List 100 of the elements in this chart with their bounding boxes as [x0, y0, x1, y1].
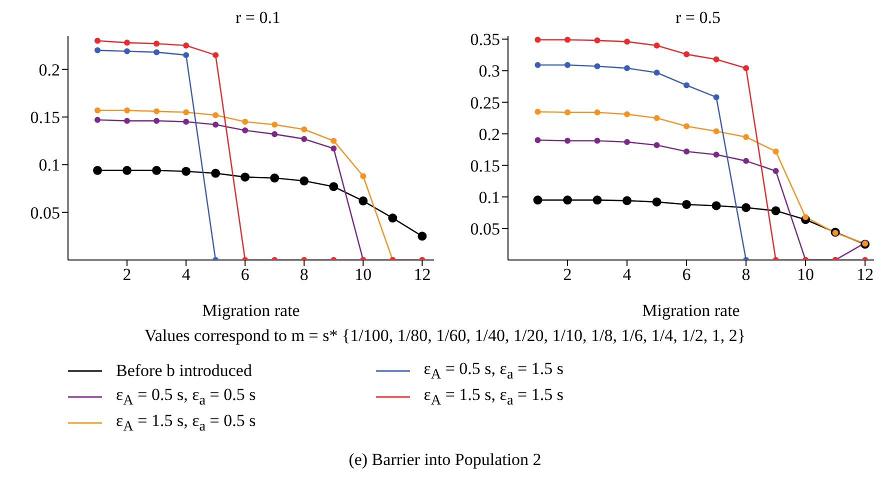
point	[183, 109, 190, 116]
point	[624, 38, 630, 45]
point	[534, 36, 541, 43]
point	[124, 118, 130, 124]
point	[154, 40, 160, 47]
point	[654, 142, 660, 148]
point	[594, 138, 600, 144]
point	[330, 138, 337, 144]
point	[534, 137, 541, 144]
point	[771, 206, 780, 216]
point	[564, 138, 571, 144]
point	[682, 200, 692, 209]
point	[712, 201, 721, 210]
point	[242, 127, 248, 134]
x-tick-label: 10	[797, 265, 814, 284]
x-tick-label: 10	[354, 265, 372, 284]
x-axis-title: Migration rate	[202, 301, 300, 320]
point	[772, 148, 779, 154]
point	[301, 126, 308, 132]
x-tick-label: 8	[742, 265, 750, 284]
point	[713, 94, 720, 100]
point	[802, 214, 809, 220]
point	[360, 173, 366, 180]
point	[124, 48, 130, 54]
point	[122, 166, 132, 175]
y-tick-label: 0.25	[470, 93, 500, 112]
point	[624, 65, 630, 72]
point	[534, 108, 541, 115]
point	[654, 42, 660, 48]
point	[684, 51, 690, 58]
point	[564, 36, 571, 43]
point	[212, 122, 219, 128]
point	[154, 118, 160, 124]
point	[713, 56, 720, 62]
point	[594, 37, 600, 44]
point	[94, 47, 101, 54]
point	[182, 166, 191, 176]
chart-title: r = 0.1	[236, 8, 280, 27]
point	[654, 70, 660, 76]
point	[743, 158, 750, 164]
point	[534, 62, 541, 68]
x-tick-label: 6	[240, 265, 250, 284]
point	[684, 148, 690, 154]
point	[154, 108, 160, 114]
point	[684, 82, 690, 88]
x-tick-label: 4	[182, 265, 191, 284]
point	[124, 107, 130, 114]
point	[124, 40, 130, 46]
y-tick-label: 0.15	[470, 156, 500, 176]
point	[242, 118, 248, 125]
y-tick-label: 0.35	[470, 30, 500, 50]
y-tick-label: 0.2	[38, 60, 60, 80]
text: (e) Barrier into Population 2	[348, 450, 542, 469]
y-tick-label: 0.2	[478, 124, 500, 144]
point	[388, 214, 398, 223]
point	[301, 136, 308, 142]
point	[564, 109, 571, 116]
y-tick-label: 0.3	[478, 62, 500, 81]
legend-label: ε$_{A}$ = 1.5 s, ε$_{a}$ = 1.5 s	[424, 384, 564, 410]
point	[418, 232, 427, 241]
point	[713, 128, 720, 134]
point	[93, 166, 102, 175]
point	[330, 145, 337, 152]
point	[772, 168, 779, 174]
point	[594, 63, 600, 70]
x-tick-label: 12	[856, 265, 874, 284]
text: Values correspond to m = s* {1/100, 1/80, 1/60, 1/40, 1/20, 1/10, 1/8, 1/6, 1/4, 1/2, 1, 2}	[144, 326, 746, 345]
y-tick-label: 0.15	[30, 108, 60, 128]
x-tick-label: 2	[122, 265, 132, 284]
point	[743, 65, 750, 72]
point	[94, 116, 101, 123]
y-tick-label: 0.1	[478, 188, 500, 207]
legend-label: ε$_{A}$ = 0.5 s, ε$_{a}$ = 1.5 s	[424, 358, 564, 384]
legend-label: Before b introduced	[116, 361, 252, 381]
point	[624, 111, 630, 118]
chart-title: r = 0.5	[676, 8, 720, 27]
y-tick-label: 0.1	[38, 156, 60, 175]
point	[212, 52, 219, 58]
point	[622, 196, 632, 206]
point	[183, 52, 190, 58]
x-tick-label: 4	[622, 265, 632, 284]
point	[563, 196, 572, 205]
point	[652, 197, 662, 206]
legend-label: ε$_{A}$ = 0.5 s, ε$_{a}$ = 0.5 s	[116, 384, 256, 410]
point	[358, 196, 368, 206]
point	[533, 196, 542, 205]
y-tick-label: 0.05	[470, 219, 500, 238]
point	[183, 118, 190, 125]
point	[154, 49, 160, 56]
x-axis-title: Migration rate	[642, 301, 740, 320]
point	[272, 131, 278, 138]
point	[592, 196, 602, 205]
point	[713, 152, 720, 158]
point	[564, 62, 571, 68]
point	[94, 107, 101, 114]
point	[594, 109, 600, 116]
x-tick-label: 8	[300, 265, 308, 284]
point	[654, 115, 660, 122]
point	[742, 203, 751, 212]
x-tick-label: 12	[414, 265, 431, 284]
